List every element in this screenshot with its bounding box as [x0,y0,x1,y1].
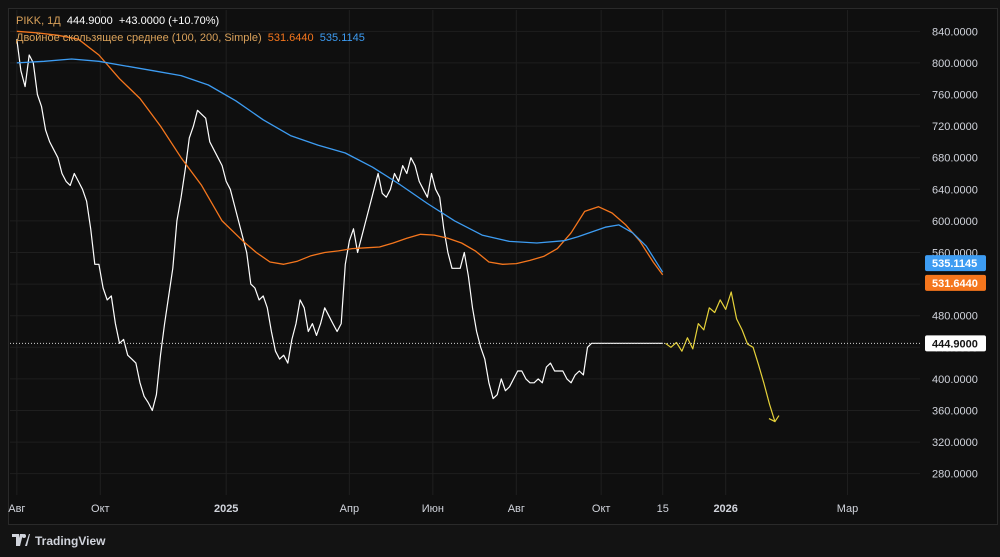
x-tick-label: Авг [508,503,525,515]
y-tick-label: 600.0000 [932,216,978,228]
grid-lines [10,10,920,495]
y-tick-label: 360.0000 [932,405,978,417]
price-line [16,39,663,412]
x-tick-label: 15 [657,503,669,515]
legend-ma1-value: 531.6440 [267,32,314,44]
y-tick-label: 640.0000 [932,184,978,196]
tradingview-brand-label: TradingView [35,534,106,548]
ma100-line [16,30,664,276]
current-price-tag-bg [925,335,986,352]
price-axis[interactable]: 840.0000 800.0000 760.0000 720.0000 680.0000… [932,26,978,480]
x-tick-label: 2026 [713,503,737,515]
x-tick-label: Июн [422,503,444,515]
ma200-tag: 535.1145 [932,258,977,270]
y-tick-label: 840.0000 [932,26,978,38]
ma100-tag: 531.6440 [932,278,978,290]
time-axis[interactable]: Авг Окт 2025 Апр Июн Авг Окт 15 2026 Мар [8,503,858,515]
x-tick-label: 2025 [214,503,238,515]
legend-ticker[interactable]: PIKK, 1Д [16,15,61,27]
current-price-tag: 444.9000 [932,338,978,350]
y-tick-label: 480.0000 [932,311,978,323]
ma100-tag-bg [925,274,986,291]
y-tick-label: 680.0000 [932,153,978,165]
tradingview-logo[interactable]: TradingView [12,529,106,549]
legend-ma-row: Двойное скользящее среднее (100, 200, Si… [16,30,365,47]
legend-ma2-value: 535.1145 [319,32,365,44]
y-tick-label: 400.0000 [932,374,978,386]
legend-main-row: PIKK, 1Д 444.9000 +43.0000 (+10.70%) [16,13,365,30]
legend-change: +43.0000 (+10.70%) [118,15,220,27]
y-tick-label: 720.0000 [932,121,978,133]
legend-price: 444.9000 [66,15,113,27]
forecast-line [665,291,776,422]
y-tick-label: 280.0000 [932,469,978,481]
legend: PIKK, 1Д 444.9000 +43.0000 (+10.70%) Дво… [16,13,365,47]
ma200-tag-bg [925,255,986,272]
y-tick-label: 320.0000 [932,437,978,449]
x-tick-label: Мар [837,503,859,515]
x-tick-label: Окт [91,503,110,515]
ma200-line [16,58,664,273]
x-tick-label: Окт [592,503,611,515]
x-tick-label: Авг [8,503,25,515]
legend-ma-title[interactable]: Двойное скользящее среднее (100, 200, Si… [16,32,262,44]
tradingview-logo-icon [12,529,30,549]
forecast-arrowhead [768,415,780,423]
y-tick-label: 760.0000 [932,90,978,102]
footer-bar [0,526,1000,557]
x-tick-label: Апр [340,503,359,515]
price-tags: 444.9000 535.1145 531.6440 [925,255,986,352]
series-layer [10,30,920,423]
y-tick-label: 800.0000 [932,58,978,70]
